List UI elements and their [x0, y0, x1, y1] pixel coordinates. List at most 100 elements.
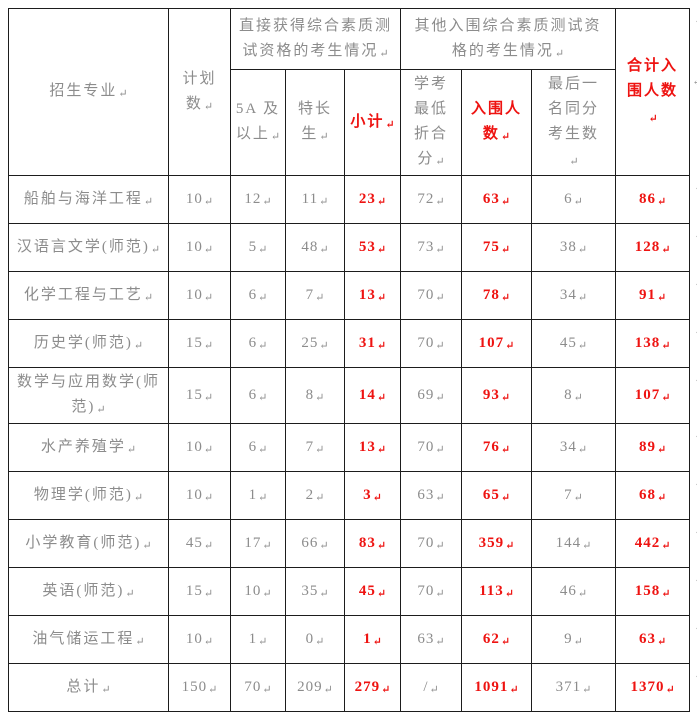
table-row: 油气储运工程↵ 10↵ 1↵ 0↵ 1↵ 63↵ 62↵ 9↵ 63↵ ↵ [8, 615, 697, 664]
cell-special: 66↵ [285, 519, 345, 568]
return-mark: ↵ [96, 404, 106, 416]
cell-shortlisted: 113↵ [461, 567, 533, 616]
return-mark: ↵ [577, 244, 588, 256]
return-mark: ↵ [500, 636, 511, 648]
cell-min-score: 70↵ [400, 423, 463, 472]
return-mark: ↵ [258, 636, 268, 648]
return-mark: ↵ [133, 339, 144, 352]
return-mark: ↵ [381, 684, 391, 696]
return-mark: ↵ [661, 244, 671, 256]
row-end-mark: ↵ [695, 183, 697, 194]
header-group-direct: 直接获得综合素质测试资格的考生情况↵ [229, 8, 402, 70]
cell-special: 7↵ [285, 423, 345, 472]
return-mark: ↵ [319, 244, 329, 256]
cell-plan: 10↵ [168, 223, 231, 272]
cell-subtotal: 14↵ [343, 367, 402, 424]
return-mark: ↵ [577, 340, 588, 352]
row-end-mark: ↵ [695, 527, 697, 538]
cell-major: 总计↵ [8, 663, 169, 712]
cell-major: 船舶与海洋工程↵ [8, 175, 169, 224]
return-mark: ↵ [319, 340, 329, 352]
return-mark: ↵ [126, 443, 137, 456]
cell-tied: 144↵ [531, 519, 617, 568]
return-mark: ↵ [258, 292, 268, 304]
cell-plan: 15↵ [168, 567, 231, 616]
row-end-mark: ↵ [695, 431, 697, 442]
table-row: 船舶与海洋工程↵ 10↵ 12↵ 11↵ 23↵ 72↵ 63↵ 6↵ 86↵ … [8, 175, 697, 224]
cell-5a: 1↵ [230, 471, 286, 520]
cell-subtotal: 45↵ [343, 567, 402, 616]
return-mark: ↵ [435, 588, 445, 600]
cell-total: 63↵ ↵ [615, 615, 697, 664]
cell-plan: 10↵ [168, 271, 231, 320]
cell-5a: 70↵ [230, 663, 286, 712]
cell-major: 历史学(师范)↵ [8, 319, 169, 368]
return-mark: ↵ [203, 100, 214, 113]
cell-plan: 150↵ [168, 663, 231, 712]
return-mark: ↵ [376, 196, 387, 208]
return-mark: ↵ [315, 636, 325, 648]
return-mark: ↵ [319, 131, 329, 143]
table-row: 英语(师范)↵ 15↵ 10↵ 35↵ 45↵ 70↵ 113↵ 46↵ 158… [8, 567, 697, 616]
cell-subtotal: 1↵ [343, 615, 402, 664]
cell-total: 107↵ ↵ [615, 367, 697, 424]
cell-shortlisted: 93↵ [461, 367, 533, 424]
cell-total: 138↵ ↵ [615, 319, 697, 368]
return-mark: ↵ [582, 540, 592, 552]
cell-major: 数学与应用数学(师范)↵ [8, 367, 169, 424]
cell-special: 7↵ [285, 271, 345, 320]
return-mark: ↵ [118, 88, 128, 100]
cell-subtotal: 31↵ [343, 319, 402, 368]
row-end-mark: ↵ [692, 77, 697, 88]
return-mark: ↵ [203, 588, 214, 600]
return-mark: ↵ [435, 444, 445, 456]
cell-shortlisted: 1091↵ [461, 663, 533, 712]
cell-shortlisted: 65↵ [461, 471, 533, 520]
header-5a: 5A 及以上↵ [230, 69, 286, 176]
return-mark: ↵ [648, 113, 658, 125]
return-mark: ↵ [262, 540, 272, 552]
table-row: 数学与应用数学(师范)↵ 15↵ 6↵ 8↵ 14↵ 69↵ 93↵ 8↵ 10… [8, 367, 697, 424]
return-mark: ↵ [500, 131, 511, 143]
return-mark: ↵ [203, 392, 214, 404]
cell-shortlisted: 63↵ [461, 175, 533, 224]
cell-plan: 15↵ [168, 319, 231, 368]
cell-major: 物理学(师范)↵ [8, 471, 169, 520]
return-mark: ↵ [133, 491, 144, 504]
return-mark: ↵ [661, 540, 671, 552]
header-row-subcolumns: 5A 及以上↵ 特长生↵ 小计↵ 学考最低折合分↵ 入围人数↵ 最后一名同分考生… [9, 69, 697, 176]
return-mark: ↵ [435, 340, 445, 352]
return-mark: ↵ [262, 684, 272, 696]
row-end-mark: ↵ [695, 327, 697, 338]
cell-subtotal: 3↵ [343, 471, 402, 520]
return-mark: ↵ [435, 392, 445, 404]
header-group-other: 其他入围综合素质测试资格的考生情况↵ [400, 8, 617, 70]
cell-total: 128↵ ↵ [615, 223, 697, 272]
return-mark: ↵ [315, 444, 325, 456]
cell-special: 0↵ [285, 615, 345, 664]
cell-plan: 10↵ [168, 615, 231, 664]
return-mark: ↵ [573, 196, 583, 208]
cell-5a: 10↵ [230, 567, 286, 616]
row-end-mark: ↵ [695, 16, 697, 27]
cell-total: 89↵ ↵ [615, 423, 697, 472]
cell-subtotal: 53↵ [343, 223, 402, 272]
cell-shortlisted: 359↵ [461, 519, 533, 568]
cell-5a: 6↵ [230, 423, 286, 472]
cell-5a: 12↵ [230, 175, 286, 224]
return-mark: ↵ [203, 292, 214, 304]
return-mark: ↵ [203, 244, 214, 256]
return-mark: ↵ [142, 539, 152, 552]
cell-shortlisted: 76↵ [461, 423, 533, 472]
cell-tied: 371↵ [531, 663, 617, 712]
cell-major: 汉语言文学(师范)↵ [8, 223, 169, 272]
return-mark: ↵ [203, 492, 214, 504]
header-subtotal: 小计↵ [343, 69, 402, 176]
cell-shortlisted: 107↵ [461, 319, 533, 368]
cell-5a: 17↵ [230, 519, 286, 568]
return-mark: ↵ [203, 340, 214, 352]
return-mark: ↵ [258, 244, 268, 256]
cell-shortlisted: 78↵ [461, 271, 533, 320]
return-mark: ↵ [376, 292, 387, 304]
